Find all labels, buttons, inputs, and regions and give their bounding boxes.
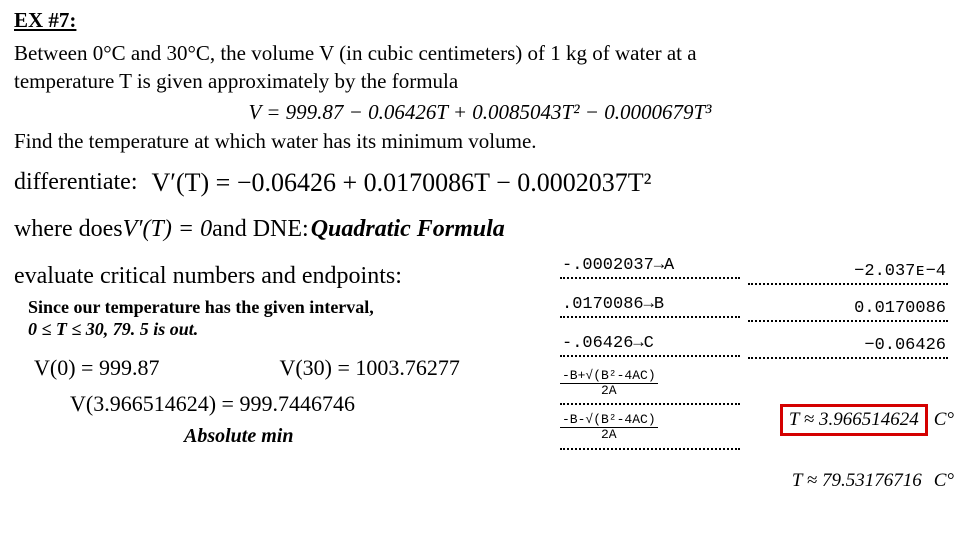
quad-minus-denom: 2A: [560, 428, 658, 442]
where-expr: V′(T) = 0: [123, 216, 212, 243]
calc-val-b: 0.0170086: [748, 299, 948, 318]
root1-row: T ≈ 3.966514624 C°: [780, 404, 954, 436]
where-label-prefix: where does: [14, 216, 123, 243]
calc-left-column: -.0002037→A .0170086→B -.06426→C -B+√(B²…: [560, 256, 740, 452]
root2-unit: C°: [934, 470, 954, 492]
calc-divider: [748, 357, 948, 359]
volume-formula: V = 999.87 − 0.06426T + 0.0085043T² − 0.…: [14, 100, 946, 125]
v-at-30: V(30) = 1003.76277: [279, 355, 459, 381]
calc-divider: [748, 320, 948, 322]
calc-quad-plus: -B+√(B²-4AC) 2A: [560, 369, 740, 397]
calc-divider: [560, 316, 740, 318]
quad-plus-numer: -B+√(B²-4AC): [560, 369, 658, 384]
calc-val-c: −0.06426: [748, 336, 948, 355]
calc-divider: [560, 448, 740, 450]
derivative-expression: V′(T) = −0.06426 + 0.0170086T − 0.000203…: [152, 168, 652, 198]
differentiate-row: differentiate: V′(T) = −0.06426 + 0.0170…: [14, 168, 946, 198]
calc-val-a: −2.037ᴇ−4: [748, 262, 948, 281]
calc-store-b: .0170086→B: [560, 295, 740, 314]
calc-divider: [560, 403, 740, 405]
root2-value: T ≈ 79.53176716: [786, 468, 928, 494]
find-instruction: Find the temperature at which water has …: [14, 129, 946, 154]
problem-text-line1: Between 0°C and 30°C, the volume V (in c…: [14, 39, 946, 67]
example-number: EX #7:: [14, 8, 76, 32]
calc-divider: [560, 355, 740, 357]
where-row: where does V′(T) = 0 and DNE: Quadratic …: [14, 216, 946, 243]
calc-right-column: −2.037ᴇ−4 0.0170086 −0.06426: [748, 262, 948, 361]
where-label-mid: and DNE:: [212, 216, 309, 243]
calc-quad-minus: -B-√(B²-4AC) 2A: [560, 413, 740, 441]
root1-box: T ≈ 3.966514624: [780, 404, 928, 436]
calc-divider: [748, 283, 948, 285]
v-at-0: V(0) = 999.87: [34, 355, 159, 381]
root1-unit: C°: [934, 409, 954, 431]
quad-minus-numer: -B-√(B²-4AC): [560, 413, 658, 428]
root2-row: T ≈ 79.53176716 C°: [786, 468, 954, 494]
calc-store-c: -.06426→C: [560, 334, 740, 353]
differentiate-label: differentiate:: [14, 169, 138, 196]
quad-plus-denom: 2A: [560, 384, 658, 398]
calc-divider: [560, 277, 740, 279]
example-header: EX #7:: [14, 8, 946, 33]
quadratic-formula-label: Quadratic Formula: [311, 216, 505, 243]
problem-text-line2: temperature T is given approximately by …: [14, 67, 946, 95]
calc-store-a: -.0002037→A: [560, 256, 740, 275]
